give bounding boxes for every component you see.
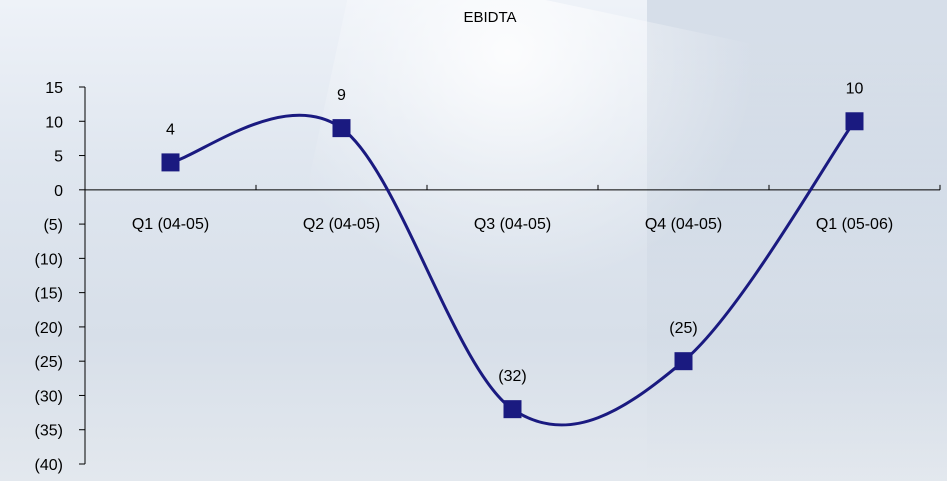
y-tick-label: (40) xyxy=(35,457,63,474)
y-tick-label: 10 xyxy=(45,114,63,131)
y-tick-label: (5) xyxy=(43,217,63,234)
chart-title: EBIDTA xyxy=(463,9,516,26)
y-tick-label: (20) xyxy=(35,320,63,337)
series xyxy=(161,112,864,427)
x-axis: Q1 (04-05) Q2 (04-05) Q3 (04-05) Q4 (04-05)… xyxy=(84,184,941,233)
data-labels: 4 9 (32) (25) 10 xyxy=(166,80,863,385)
data-label: 10 xyxy=(846,80,864,97)
y-tick-label: (35) xyxy=(35,423,63,440)
x-tick-label: Q1 (05-06) xyxy=(816,216,893,233)
data-label: (25) xyxy=(669,320,697,337)
x-tick-label: Q3 (04-05) xyxy=(474,216,551,233)
x-tick-label: Q2 (04-05) xyxy=(303,216,380,233)
data-label: (32) xyxy=(498,368,526,385)
y-tick-label: (30) xyxy=(35,388,63,405)
data-point-marker xyxy=(674,352,693,371)
y-tick-label: 5 xyxy=(54,149,63,166)
data-point-marker xyxy=(845,112,864,131)
y-tick-label: 0 xyxy=(54,183,63,200)
y-tick-label: (15) xyxy=(35,286,63,303)
x-tick-label: Q1 (04-05) xyxy=(132,216,209,233)
data-point-marker xyxy=(332,119,351,138)
data-point-marker xyxy=(161,153,180,172)
y-tick-label: (25) xyxy=(35,354,63,371)
y-axis: 15 10 5 0 (5) (10) (15) (20) (25) (30) (35) (40) xyxy=(35,80,86,474)
x-tick-label: Q4 (04-05) xyxy=(645,216,722,233)
data-point-marker xyxy=(503,400,522,419)
y-tick-label: 15 xyxy=(45,80,63,97)
data-label: 4 xyxy=(166,121,175,138)
data-label: 9 xyxy=(337,87,346,104)
y-tick-label: (10) xyxy=(35,251,63,268)
